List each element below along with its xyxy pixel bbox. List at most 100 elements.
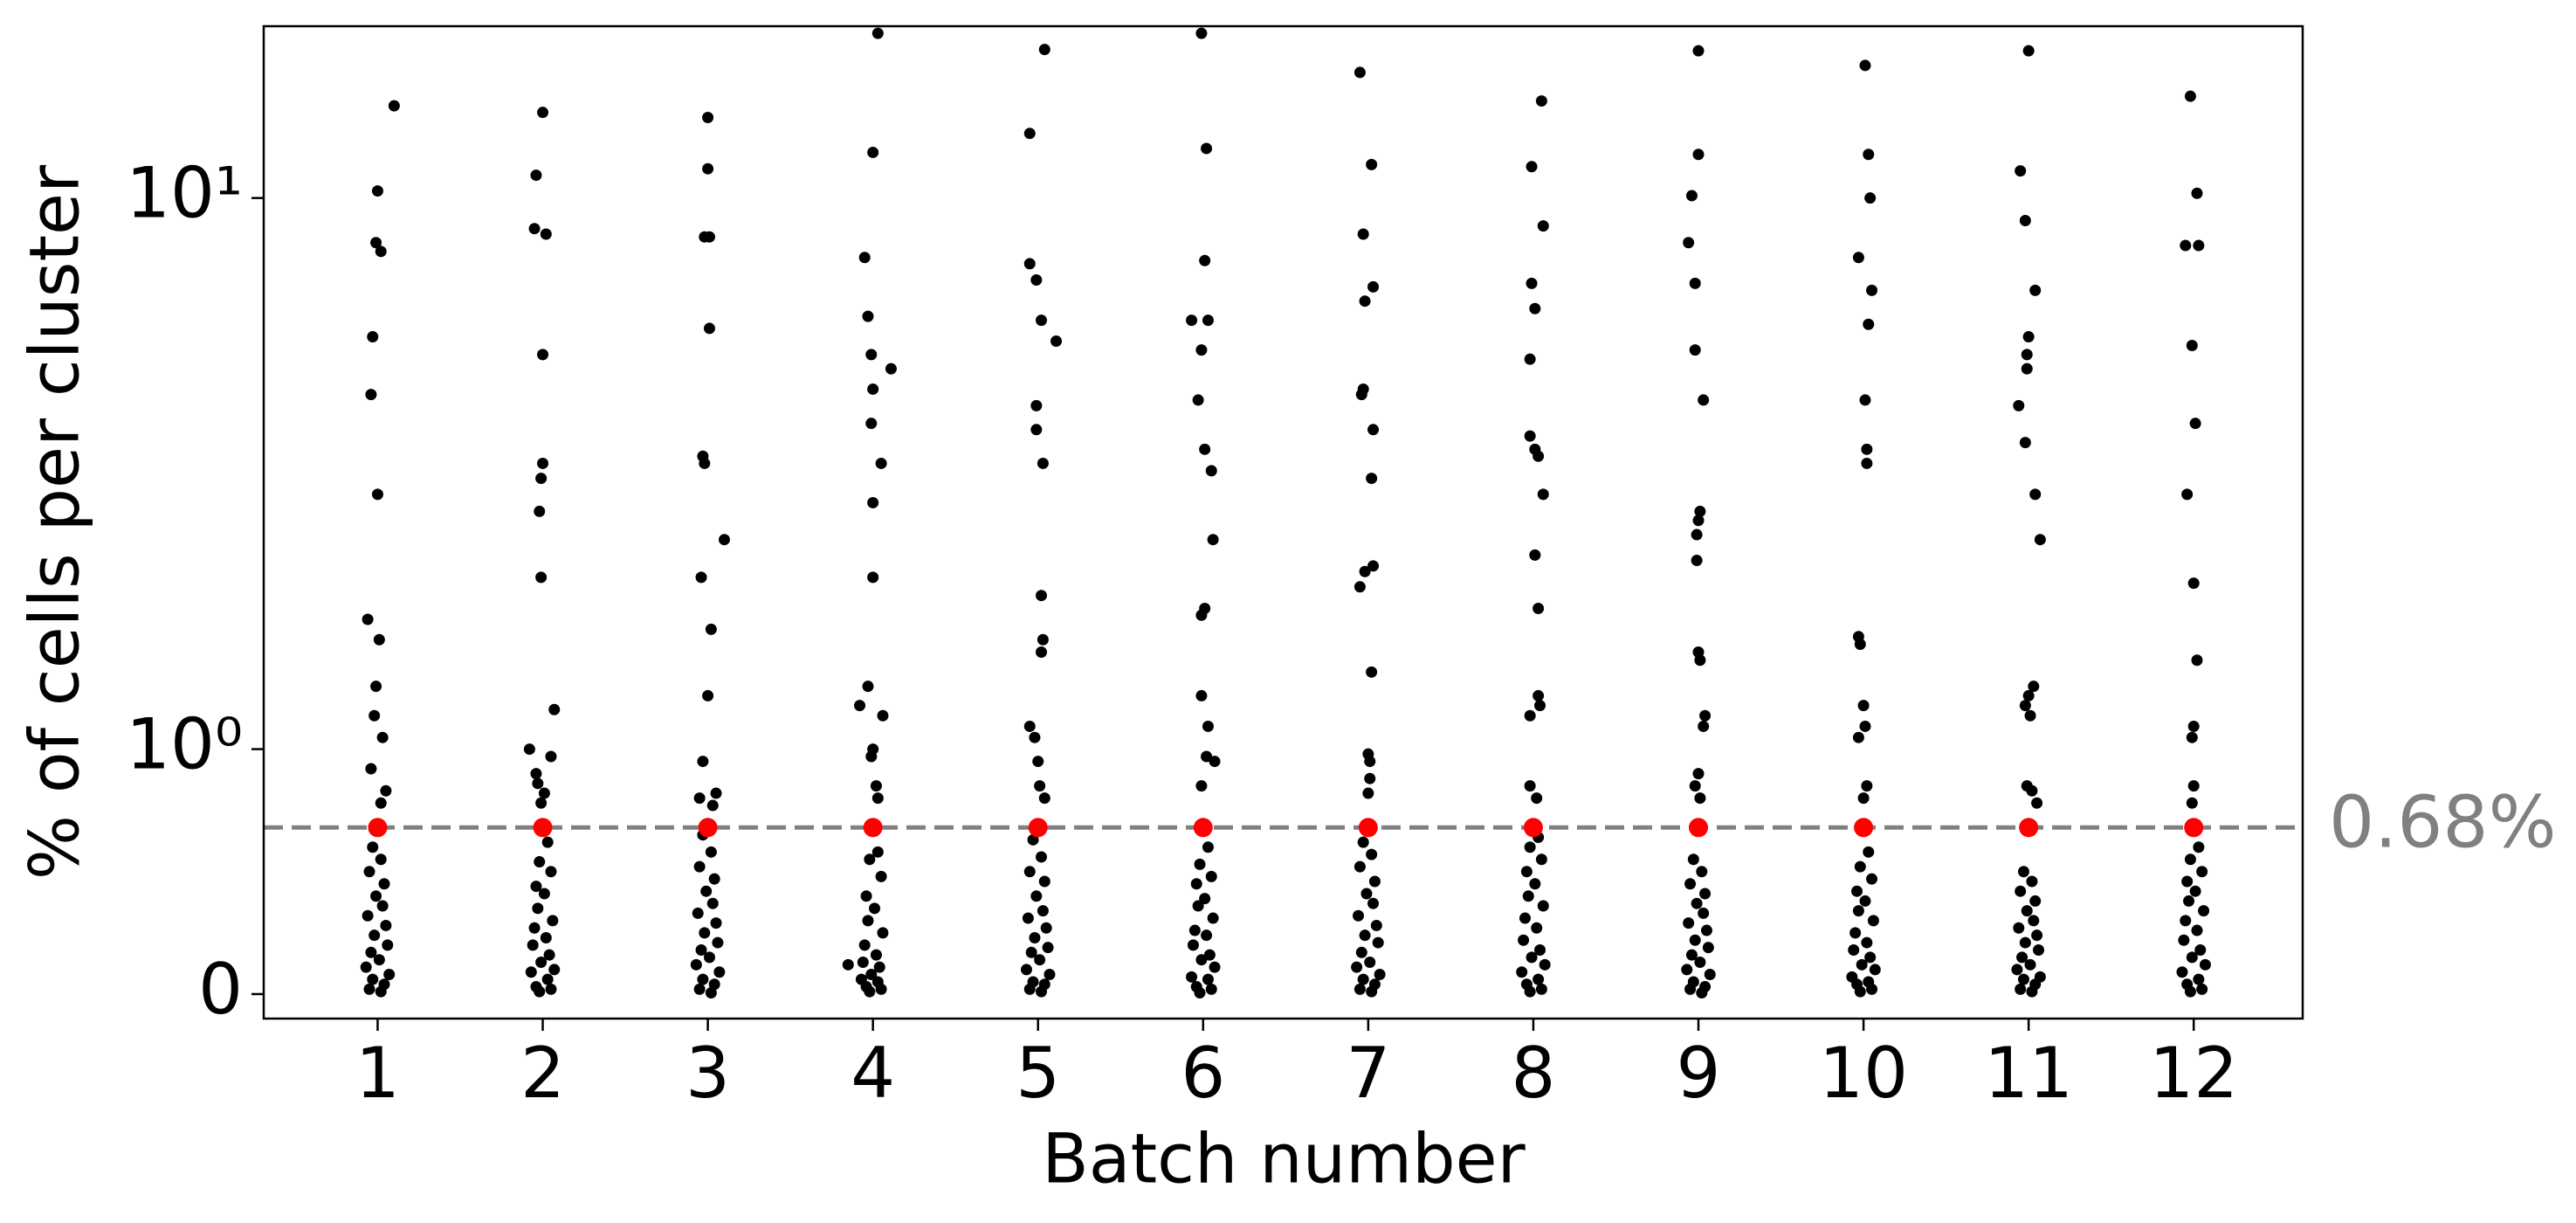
data-point [2026, 985, 2038, 998]
data-point [548, 964, 561, 976]
median-point [2019, 818, 2039, 838]
data-point [368, 709, 381, 722]
data-point [2191, 654, 2203, 667]
data-point [700, 885, 713, 897]
data-point [1692, 45, 1705, 57]
data-point [1370, 919, 1382, 931]
data-point [1534, 700, 1546, 712]
data-point [708, 873, 720, 885]
data-point [2019, 215, 2031, 227]
x-tick-label: 9 [1677, 1033, 1721, 1114]
data-point [1357, 836, 1369, 848]
data-point [2193, 239, 2205, 252]
data-point [1034, 780, 1046, 792]
data-point [871, 27, 884, 39]
data-point [1034, 954, 1046, 966]
data-point [1694, 957, 1706, 969]
data-point [1520, 866, 1533, 878]
data-point [1699, 888, 1712, 900]
data-point [380, 784, 392, 797]
data-point [1859, 895, 1871, 907]
data-point [537, 107, 549, 119]
data-point [1357, 973, 1369, 985]
x-tick-label: 12 [2149, 1033, 2238, 1114]
data-point [370, 681, 382, 693]
data-point [702, 689, 714, 701]
data-point [865, 750, 878, 763]
data-point [1036, 851, 1048, 863]
data-point [695, 943, 707, 956]
data-point [1038, 44, 1050, 56]
data-point [1187, 939, 1199, 951]
data-point [1195, 954, 1208, 966]
data-point [2189, 885, 2201, 897]
data-point [1359, 929, 1371, 942]
data-point [1020, 964, 1032, 976]
data-point [1367, 424, 1380, 436]
y-axis-label: % of cells per cluster [16, 164, 94, 880]
data-point [1205, 465, 1217, 477]
data-point [1861, 780, 1873, 792]
data-point [534, 985, 546, 998]
data-point [693, 983, 706, 995]
data-point [380, 919, 392, 931]
median-point [863, 818, 883, 838]
data-point [1539, 958, 1551, 971]
data-point [705, 846, 717, 858]
data-point [1692, 149, 1705, 161]
data-point [378, 878, 390, 890]
data-point [1692, 515, 1705, 527]
median-point [698, 818, 718, 838]
data-point [523, 743, 535, 756]
data-point [869, 902, 881, 915]
data-point [2193, 973, 2205, 985]
data-point [538, 787, 550, 799]
data-point [368, 929, 381, 942]
data-point [2024, 709, 2036, 722]
data-point [1042, 942, 1054, 954]
data-point [1029, 731, 1041, 743]
data-point [2196, 983, 2208, 995]
data-point [540, 228, 552, 240]
data-point [1863, 846, 1875, 858]
data-point [1526, 277, 1538, 289]
data-point [2194, 943, 2207, 956]
data-point [367, 841, 379, 853]
data-point [534, 856, 546, 868]
data-point [1202, 841, 1214, 853]
data-point [695, 571, 707, 584]
data-point [1366, 666, 1378, 678]
data-point [1188, 924, 1201, 936]
data-point [1207, 534, 1219, 546]
data-point [885, 363, 897, 375]
data-point [1359, 565, 1371, 577]
data-point [2183, 895, 2195, 907]
data-point [1524, 780, 1536, 792]
data-point [703, 322, 715, 335]
data-point [1535, 983, 1547, 995]
data-point [1190, 878, 1202, 890]
data-point [528, 223, 541, 235]
data-point [1852, 252, 1864, 264]
data-point [545, 750, 557, 763]
data-point [365, 389, 377, 401]
data-point [1364, 957, 1376, 969]
data-point [865, 418, 878, 430]
data-point [1857, 700, 1870, 712]
data-point [713, 966, 726, 978]
data-point [1025, 946, 1037, 958]
median-point [1689, 818, 1709, 838]
data-point [541, 836, 554, 848]
data-point [365, 763, 377, 775]
data-point [867, 571, 879, 584]
data-point [545, 983, 557, 995]
data-point [1023, 866, 1036, 878]
reference-label: 0.68% [2329, 782, 2557, 865]
data-point [2180, 915, 2192, 927]
data-point [703, 231, 715, 243]
median-point [533, 818, 553, 838]
data-point [527, 939, 539, 951]
data-point [376, 900, 389, 912]
data-point [365, 946, 377, 958]
